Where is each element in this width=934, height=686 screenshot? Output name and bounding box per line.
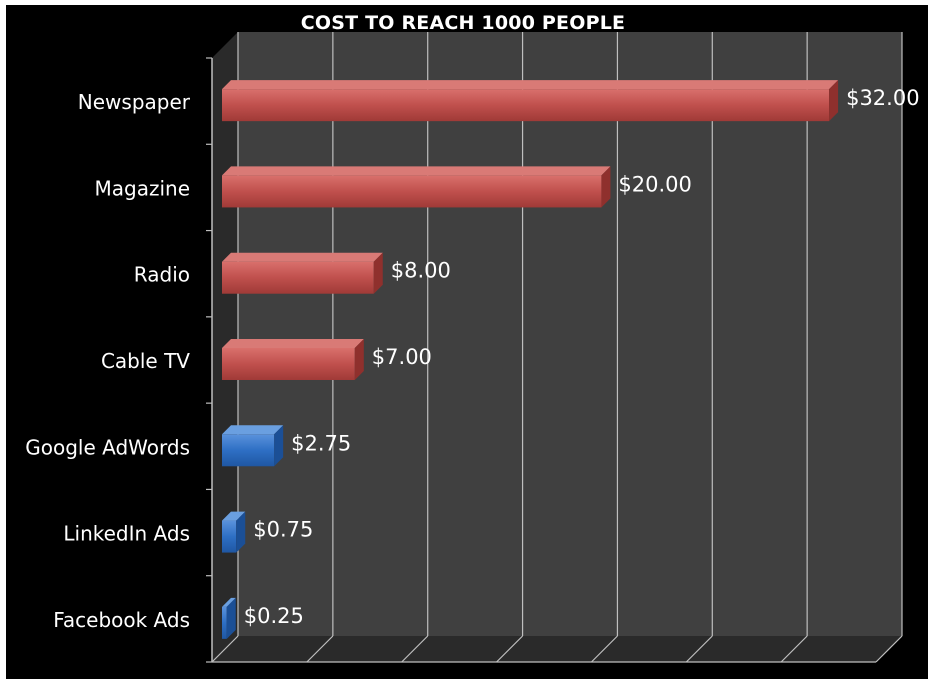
bar-front <box>222 606 227 639</box>
category-label: Facebook Ads <box>53 608 190 632</box>
bars <box>222 80 839 639</box>
gridline-floor <box>306 635 334 663</box>
data-label: $7.00 <box>372 345 432 369</box>
data-label: $20.00 <box>618 172 691 196</box>
category-label: Newspaper <box>78 90 191 114</box>
bar-top <box>222 252 383 262</box>
data-label: $8.00 <box>391 259 451 283</box>
bar-top <box>222 339 364 348</box>
bar-front <box>222 175 602 208</box>
gridline-floor <box>401 635 429 663</box>
plot-back-wall <box>238 32 902 636</box>
gridline-floor <box>211 635 239 663</box>
category-label: Google AdWords <box>25 435 190 459</box>
bar-front <box>222 434 275 467</box>
gridline-floor <box>780 635 808 663</box>
gridlines <box>206 32 903 663</box>
bar-top <box>222 511 246 521</box>
bar-end <box>274 425 284 467</box>
bar-top <box>222 166 611 176</box>
gridline-floor <box>496 635 523 663</box>
bar-end <box>373 252 383 294</box>
bar-end <box>236 511 246 553</box>
bar-front <box>222 348 355 380</box>
category-label: Radio <box>134 263 190 287</box>
bar-end <box>226 597 236 639</box>
labels: Newspaper $32.00 Magazine $20.00 Radio $8.00 C… <box>25 86 919 632</box>
bar-top <box>222 80 839 90</box>
bar-end <box>354 339 364 380</box>
bar-newspaper <box>222 80 839 122</box>
bar-end <box>601 166 611 208</box>
gridline-floor <box>685 635 713 663</box>
data-label: $0.25 <box>244 604 304 628</box>
bar-top <box>222 425 284 435</box>
bar-facebook-ads <box>222 597 236 639</box>
gridline-floor <box>591 635 618 663</box>
bar-front <box>222 520 237 553</box>
data-label: $2.75 <box>291 431 351 455</box>
bar-top <box>222 597 236 607</box>
data-label: $0.75 <box>253 518 313 542</box>
bar-end <box>829 80 839 122</box>
category-label: Magazine <box>95 176 191 200</box>
bar-front <box>222 261 374 294</box>
bar-linkedin-ads <box>222 511 246 553</box>
bar-cable-tv <box>222 339 364 380</box>
category-label: LinkedIn Ads <box>63 522 190 546</box>
data-label: $32.00 <box>846 86 919 110</box>
plot-floor <box>212 636 902 662</box>
bar-front <box>222 89 830 122</box>
bar-magazine <box>222 166 611 208</box>
category-label: Cable TV <box>101 349 190 373</box>
bar-radio <box>222 252 383 294</box>
chart-title: COST TO REACH 1000 PEOPLE <box>300 12 626 34</box>
bar-google-adwords <box>222 425 284 467</box>
gridline-floor <box>875 635 903 663</box>
